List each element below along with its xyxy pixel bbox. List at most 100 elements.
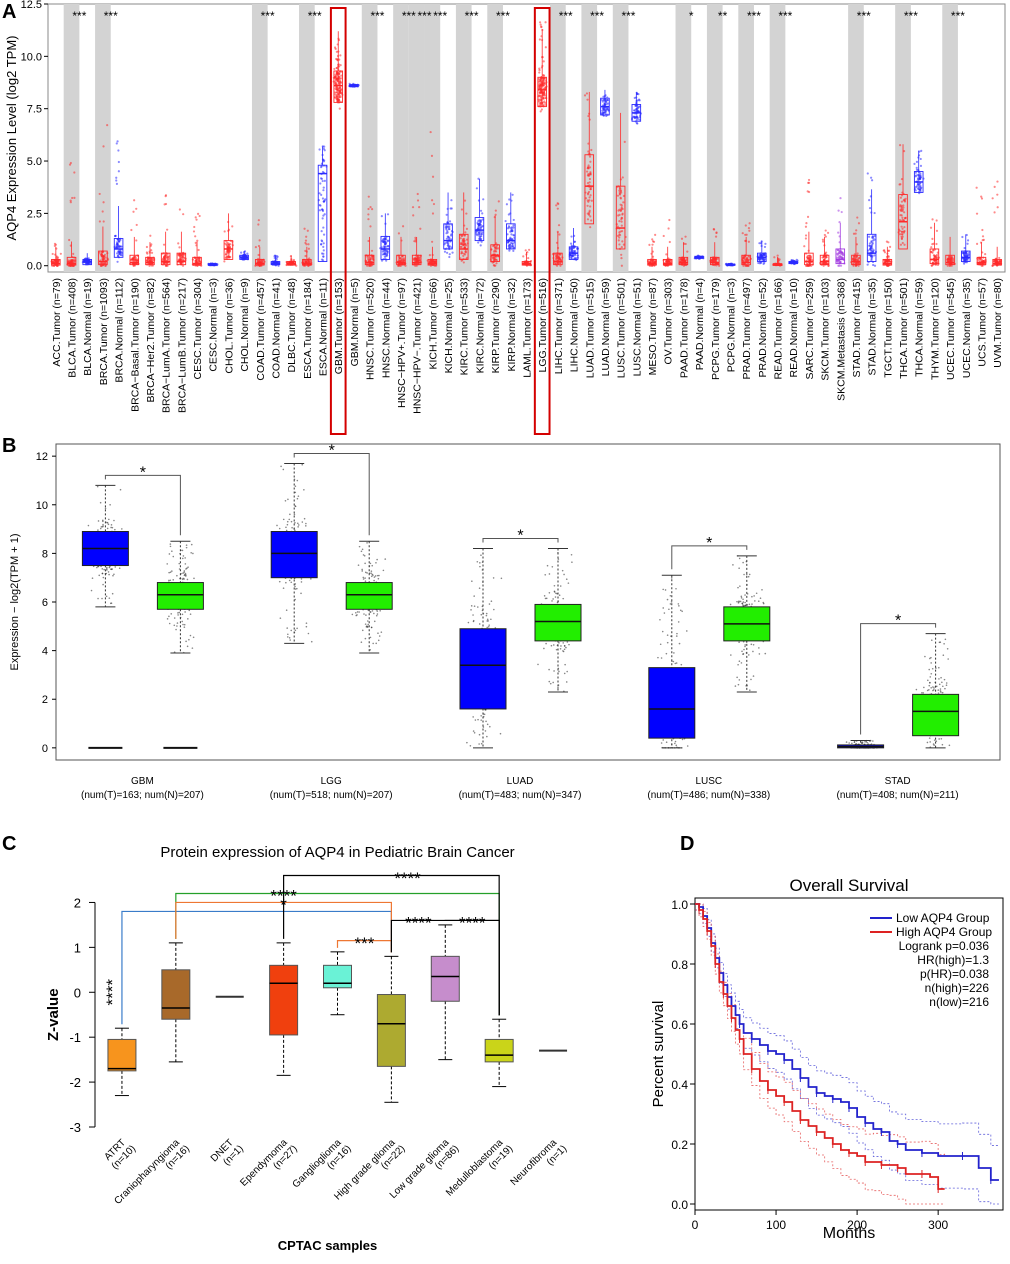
data-point [866, 172, 869, 175]
data-point [101, 572, 104, 575]
data-point [871, 242, 874, 245]
data-point [322, 186, 325, 189]
data-point [900, 225, 903, 228]
data-point [226, 249, 229, 253]
data-point [186, 578, 189, 581]
significance-band [550, 4, 566, 272]
data-point [110, 524, 113, 526]
data-point [996, 193, 999, 196]
data-point [450, 199, 453, 202]
data-point [132, 257, 135, 260]
data-point [479, 223, 482, 227]
data-point [108, 518, 110, 521]
data-point [494, 213, 497, 216]
data-point [182, 572, 184, 574]
data-point [538, 21, 542, 24]
data-point [512, 224, 515, 227]
data-point [226, 241, 229, 244]
data-point [377, 577, 380, 580]
data-point [475, 232, 478, 235]
data-point [448, 255, 451, 259]
data-point [257, 223, 260, 226]
box [819, 254, 830, 266]
data-point [538, 84, 541, 87]
data-point [370, 208, 374, 211]
data-point [539, 101, 542, 104]
data-point [338, 94, 341, 97]
data-point [685, 259, 688, 262]
data-point [303, 227, 306, 230]
data-point [855, 229, 858, 232]
x-tick-label: LUSC.Normal (n=51) [631, 278, 643, 376]
data-point [804, 237, 808, 240]
data-point [574, 250, 577, 253]
box [866, 233, 877, 262]
data-point [428, 254, 431, 257]
x-tick-label: PAAD.Tumor (n=178) [678, 278, 690, 378]
data-point [120, 245, 123, 248]
data-point [381, 250, 385, 253]
data-point [621, 240, 624, 243]
data-point [741, 256, 745, 260]
data-point [950, 256, 954, 259]
data-point [979, 257, 982, 260]
data-point [108, 597, 111, 599]
data-point [901, 235, 904, 238]
data-point [290, 520, 293, 523]
data-point [553, 253, 557, 256]
box [537, 76, 547, 108]
box [364, 254, 375, 266]
data-point [276, 524, 278, 527]
data-point [101, 251, 104, 254]
data-point [868, 244, 871, 247]
data-point [322, 245, 325, 248]
data-point [336, 98, 339, 102]
data-point [172, 579, 175, 581]
significance-stars: *** [465, 9, 479, 23]
data-point [619, 190, 622, 193]
x-tick-label: HNSC−HPV+.Tumor (n=97) [396, 278, 408, 408]
data-point [899, 243, 903, 246]
data-point [367, 195, 370, 198]
data-point [198, 257, 201, 260]
data-point [111, 592, 114, 595]
data-point [619, 196, 622, 199]
data-point [479, 244, 482, 247]
data-point [714, 235, 718, 238]
x-tick-label: THCA.Tumor (n=501) [898, 278, 910, 379]
data-point [506, 233, 509, 236]
box [192, 256, 202, 266]
data-point [587, 213, 591, 216]
data-point [447, 226, 450, 229]
data-point [114, 528, 116, 531]
data-point [290, 629, 293, 632]
data-point [310, 640, 313, 643]
x-tick-label: OV.Tumor (n=303) [663, 278, 675, 364]
data-point [373, 612, 375, 615]
data-point [748, 222, 751, 225]
significance-band [769, 4, 786, 272]
x-tick-label: UVM.Tumor (n=80) [992, 278, 1004, 368]
box [333, 70, 344, 103]
y-tick-label: 12 [36, 451, 48, 463]
data-point [902, 204, 905, 207]
data-point [416, 192, 419, 196]
x-tick-label: MESO.Tumor (n=87) [647, 278, 659, 375]
data-point [901, 216, 904, 219]
data-point [764, 242, 767, 245]
data-point [183, 571, 185, 573]
data-point [919, 164, 923, 167]
data-point [290, 581, 293, 584]
data-point [620, 220, 623, 223]
x-tick-label: HNSC−HPV−.Tumor (n=421) [412, 278, 424, 414]
data-point [102, 576, 105, 579]
box [51, 258, 61, 266]
data-point [190, 543, 193, 546]
data-point [949, 258, 952, 262]
data-point [370, 249, 374, 252]
x-tick-label: TGCT.Tumor (n=150) [882, 278, 894, 378]
data-point [618, 187, 622, 190]
data-point [367, 207, 370, 211]
data-point [587, 174, 590, 177]
data-point [904, 197, 907, 200]
